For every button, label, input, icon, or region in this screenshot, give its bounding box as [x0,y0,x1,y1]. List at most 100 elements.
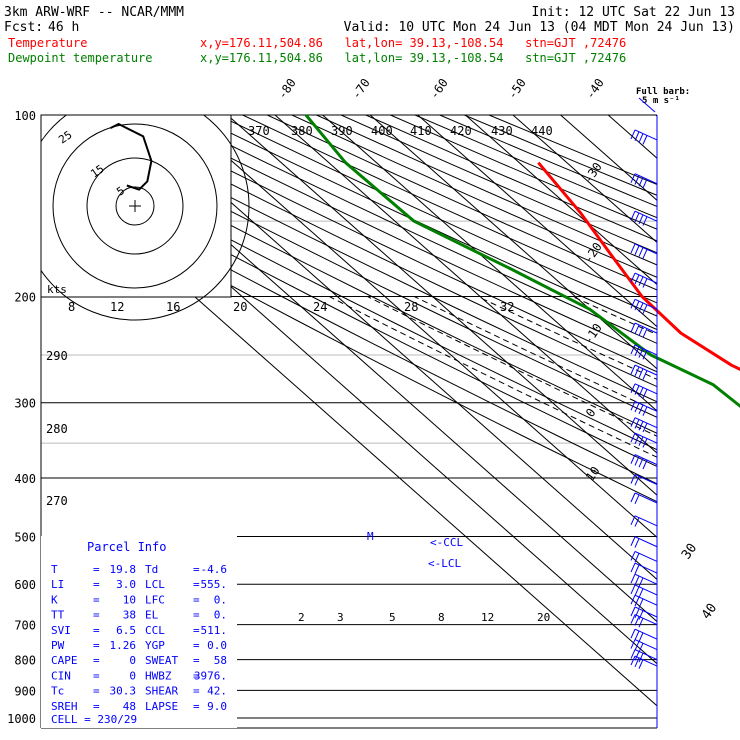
wind-barb-feather [642,370,648,380]
parcel-info-value: SREH [51,700,78,713]
parcel-info-value: = [193,639,200,652]
wind-barb-feather [638,598,644,608]
dry-adiabat [217,115,657,317]
theta-label: 290 [46,349,68,363]
parcel-info-value: = [93,669,100,682]
wind-barb-feather [638,302,644,313]
wind-barb-feather [642,216,648,226]
dry-adiabat [316,115,657,266]
wind-barb-feather [638,652,644,663]
dry-adiabat [119,115,657,373]
dry-adiabat [291,115,657,278]
wind-barb-feather [630,454,636,464]
wind-barb-feather [634,517,640,527]
dry-adiabat [390,115,657,230]
wind-barb-feather [630,299,636,309]
parcel-info-box: Parcel Info T = 19.8 Td = -4.6LI = 3.0 LCL = 555.K… [41,536,237,728]
isotherm-line [274,115,657,454]
wind-barb-feather [642,422,648,433]
wind-barb-feather [630,614,636,624]
parcel-info-value: = [193,654,200,667]
wind-barb-feather [634,616,640,626]
dewpoint-location: x,y=176.11,504.86 lat,lon= 39.13,-108.54… [200,51,626,65]
theta-label: 400 [371,124,393,138]
wind-barb-feather [630,322,636,333]
isotherm-label: -50 [505,76,529,102]
wind-barb [634,550,658,562]
parcel-info-title: Parcel Info [87,540,166,554]
isotherm-line [131,115,657,581]
moist-adiabat [477,296,657,380]
wind-barb-feather [634,346,640,356]
parcel-info-value: = [193,685,200,698]
moist-adiabat [329,296,657,458]
wind-barb-feather [638,348,644,358]
parcel-info-value: -4.6 [201,563,228,576]
wind-barb-feather [642,389,648,399]
wind-barb [634,536,658,548]
isotherm-label: 0 [583,406,599,420]
forecast-label: Fcst: [4,20,43,35]
wind-barb-feather [630,551,636,561]
hodograph-trace [109,122,153,191]
wind-barb-feather [638,588,644,598]
mixing-ratio-label: 20 [537,611,550,624]
mixing-ratio-label: 8 [438,611,445,624]
wind-barb-feather [630,536,636,546]
mixing-ratio-label: 2 [298,611,305,624]
hodograph-tick: 20 [233,300,247,314]
wind-barb-feather [634,608,640,619]
isotherm-line [512,115,657,244]
parcel-info-value: LI [51,578,64,591]
wind-barb-feather [630,272,636,283]
hodograph-tick: 8 [68,300,75,314]
wind-barb-feather [642,406,648,416]
theta-label: 410 [410,124,432,138]
moist-adiabat-lines [329,296,657,458]
parcel-info-value: 511. [201,624,228,637]
dry-adiabat [41,166,657,485]
wind-barb-feather [630,492,636,503]
wind-barb-feather [642,459,648,470]
wind-barb-feather [634,641,640,651]
parcel-info-value: = [193,563,200,576]
wind-barb-feather [638,610,644,620]
wind-barb [634,492,658,504]
hodograph-tick: 28 [404,300,418,314]
hodograph-tick: 24 [313,300,327,314]
wind-barb-feather [638,387,644,397]
wind-barb-feather [642,249,648,259]
wind-barb [634,594,658,606]
hodograph-tick: 16 [166,300,180,314]
wind-barb-feather [634,494,640,505]
parcel-info-value: Td [145,563,158,576]
wind-barb-feather [630,628,636,639]
isotherm-line [369,115,657,370]
wind-barb-feather [638,276,644,286]
wind-barb-feather [634,553,640,563]
parcel-info-value: T [51,563,58,576]
pressure-label: 900 [14,684,36,698]
m-marker: M [367,530,374,543]
wind-barb-feather [634,586,640,596]
wind-barb-feather [630,210,636,221]
wind-barb-feather [638,214,644,224]
parcel-info-value: 9.0 [207,700,227,713]
wind-barb-feather [638,436,644,446]
parcel-info-value: 6.5 [116,624,136,637]
theta-label: 280 [46,422,68,436]
pressure-label: 500 [14,530,36,544]
parcel-info-value: = [193,624,200,637]
wind-barb-feather [630,173,636,183]
hodograph-ring-label: 25 [56,128,74,146]
theta-label: 370 [248,124,270,138]
barb-note-arrow [638,97,656,113]
wind-barb-feather [638,247,644,257]
wind-barb-feather [630,383,636,394]
wind-barb-feather [634,456,640,466]
wind-barb [634,614,658,626]
wind-barb-feather [638,577,644,588]
wind-barb-feather [634,385,640,395]
wind-barb-feather [634,476,640,486]
wind-barb-feather [630,432,636,443]
